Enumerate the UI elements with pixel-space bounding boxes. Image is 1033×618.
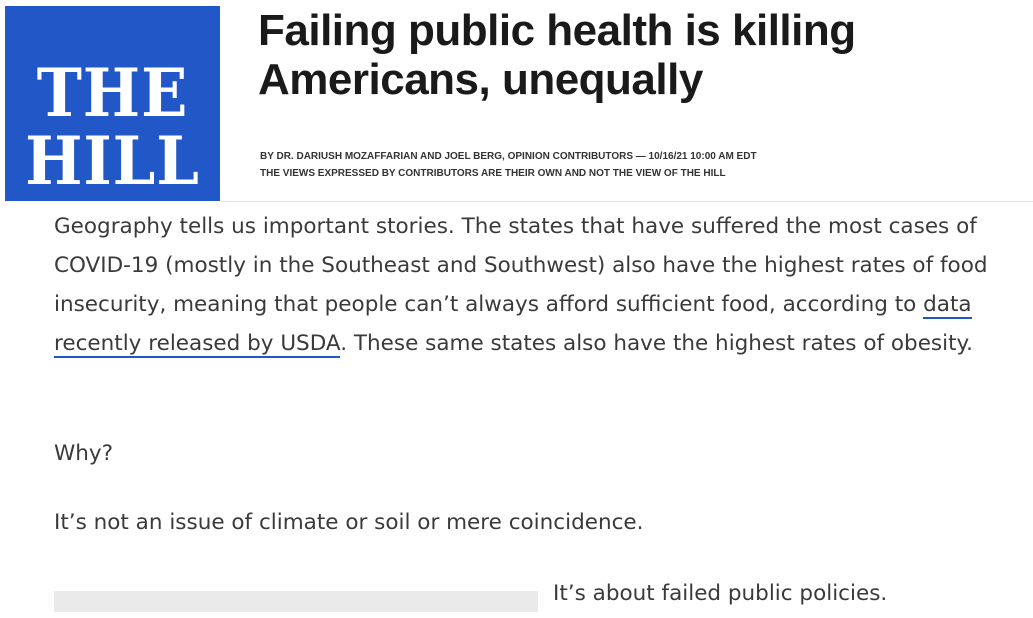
paragraph-1-text-end: . These same states also have the highes…: [340, 331, 974, 356]
article-paragraph-2: Why?: [54, 441, 114, 466]
embedded-content-placeholder: [54, 591, 538, 612]
article-paragraph-4: It’s about failed public policies.: [553, 581, 888, 606]
article-byline-block: BY DR. DARIUSH MOZAFFARIAN AND JOEL BERG…: [260, 148, 757, 182]
header-divider: [222, 201, 1033, 202]
paragraph-1-text: Geography tells us important stories. Th…: [54, 214, 988, 317]
the-hill-logo[interactable]: THE HILL: [5, 6, 220, 201]
article-paragraph-3: It’s not an issue of climate or soil or …: [54, 510, 644, 535]
article-headline: Failing public health is killing America…: [258, 6, 856, 104]
logo-line-the: THE: [36, 54, 189, 132]
article-paragraph-1: Geography tells us important stories. Th…: [54, 207, 1014, 363]
logo-line-hill: HILL: [25, 122, 200, 200]
opinion-disclaimer: THE VIEWS EXPRESSED BY CONTRIBUTORS ARE …: [260, 168, 726, 179]
usda-data-link[interactable]: data recently released by USDA: [54, 292, 972, 358]
article-byline: BY DR. DARIUSH MOZAFFARIAN AND JOEL BERG…: [260, 151, 757, 162]
